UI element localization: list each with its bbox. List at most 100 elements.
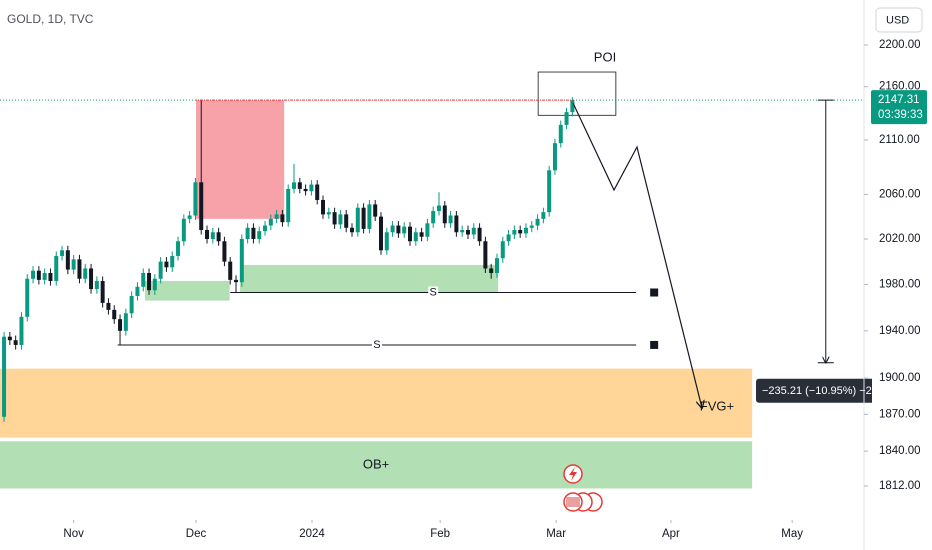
candle-body xyxy=(286,188,291,223)
candle-body xyxy=(518,230,523,234)
candles xyxy=(2,97,575,422)
candle-body xyxy=(541,212,546,219)
candle-body xyxy=(390,225,395,233)
y-tick-label: 2060.00 xyxy=(879,188,921,200)
candle-body xyxy=(216,232,221,242)
candle-body xyxy=(570,100,575,113)
candle-body xyxy=(367,204,372,229)
measure-label: −235.21 (−10.95%) −23 xyxy=(762,385,878,397)
zone xyxy=(0,368,753,438)
candle-body xyxy=(77,259,82,279)
y-tick-label: 1980.00 xyxy=(879,278,921,290)
candle-body xyxy=(112,309,117,320)
candle-body xyxy=(193,182,198,216)
candle-body xyxy=(31,270,36,279)
candle-body xyxy=(344,214,349,228)
y-tick-label: 1940.00 xyxy=(879,325,921,337)
candle-body xyxy=(332,212,337,225)
candle-body xyxy=(147,273,152,291)
y-tick-label: 2020.00 xyxy=(879,233,921,245)
candle-body xyxy=(176,241,181,256)
candle-body xyxy=(512,230,517,235)
candle-body xyxy=(48,273,53,282)
currency-box[interactable] xyxy=(875,7,923,33)
candle-body xyxy=(494,258,499,274)
candle-body xyxy=(529,225,534,228)
x-tick-label: Feb xyxy=(430,528,450,540)
candle-body xyxy=(309,184,314,192)
candle-body xyxy=(402,226,407,234)
candle-body xyxy=(42,273,47,280)
candle-body xyxy=(123,313,128,331)
candle-body xyxy=(292,182,297,189)
candle-body xyxy=(158,261,163,279)
candle-body xyxy=(25,278,30,317)
x-tick-label: 2024 xyxy=(299,528,325,540)
zone xyxy=(144,281,230,301)
zone xyxy=(196,100,285,219)
candle-body xyxy=(431,211,436,224)
price-badge-value: 2147.31 xyxy=(878,94,920,106)
candle-body xyxy=(89,268,94,290)
candle-body xyxy=(54,255,59,282)
candle-body xyxy=(205,230,210,240)
candle-body xyxy=(506,234,511,242)
x-tick-label: Dec xyxy=(186,528,207,540)
candle-body xyxy=(164,261,169,268)
zone xyxy=(0,441,753,489)
candle-body xyxy=(384,232,389,251)
candle-body xyxy=(471,227,476,235)
candle-body xyxy=(558,124,563,144)
candle-body xyxy=(129,295,134,314)
level-label-bg xyxy=(428,286,439,299)
candle-body xyxy=(106,302,111,310)
candle-body xyxy=(315,184,320,200)
projection-path xyxy=(572,102,702,408)
candle-body xyxy=(500,241,505,259)
candle-body xyxy=(326,212,331,215)
candle-body xyxy=(100,281,105,303)
level-marker xyxy=(650,288,659,297)
candle-body xyxy=(425,223,430,237)
candle-body xyxy=(118,319,123,331)
zone-label: OB+ xyxy=(363,456,389,471)
candle-body xyxy=(60,250,65,256)
overlay: S S −235.21 (−10.95%) −23 xyxy=(0,99,878,408)
candle-body xyxy=(268,218,273,226)
candle-body xyxy=(263,225,268,232)
zone xyxy=(537,71,617,116)
candle-body xyxy=(274,214,279,219)
candle-body xyxy=(222,241,227,262)
y-tick-label: 2110.00 xyxy=(879,134,920,146)
y-tick-label: 1870.00 xyxy=(879,408,921,420)
y-tick-label: 1812.00 xyxy=(879,480,921,492)
level-label-bg xyxy=(371,338,382,351)
candle-body xyxy=(83,268,88,279)
candle-body xyxy=(19,316,24,345)
x-tick-label: Mar xyxy=(546,528,566,540)
candle-body xyxy=(321,199,326,215)
y-tick-label: 1900.00 xyxy=(879,372,921,384)
x-tick-label: May xyxy=(781,528,803,540)
candle-body xyxy=(361,207,366,229)
candle-body xyxy=(483,241,488,269)
candle-body xyxy=(210,232,215,240)
event-icons xyxy=(563,464,603,512)
zone xyxy=(240,265,499,293)
candle-body xyxy=(234,279,239,283)
candle-body xyxy=(396,225,401,234)
candle-body xyxy=(135,286,140,296)
candle-body xyxy=(419,232,424,237)
candle-body xyxy=(245,227,250,240)
candle-body xyxy=(448,215,453,224)
candle-body xyxy=(454,215,459,233)
candle-body xyxy=(94,281,99,290)
candle-body xyxy=(170,255,175,268)
candle-body xyxy=(199,182,204,231)
candle-body xyxy=(228,261,233,280)
y-tick-label: 2200.00 xyxy=(879,39,921,51)
x-tick-label: Apr xyxy=(662,528,680,540)
candle-body xyxy=(477,227,482,242)
y-tick-label: 1840.00 xyxy=(879,445,921,457)
